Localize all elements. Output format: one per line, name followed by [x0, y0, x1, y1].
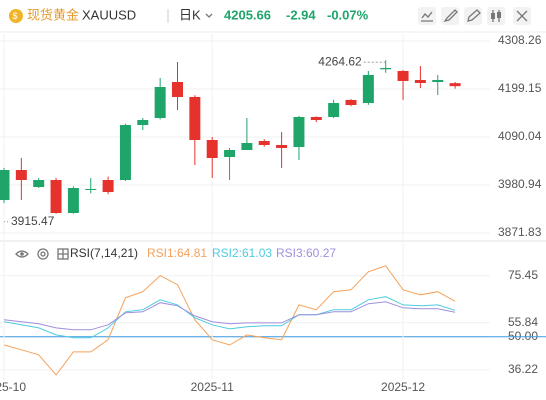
tool-indicator-glyph — [421, 11, 433, 22]
candle-body — [50, 180, 62, 213]
x-tick-label: 2025-12 — [381, 380, 425, 394]
candle-body — [258, 140, 270, 145]
y-tick-label: 50.00 — [508, 329, 538, 343]
y-tick-label: 4199.15 — [498, 81, 542, 95]
y-tick-label: 3980.94 — [498, 177, 542, 191]
tool-draw[interactable] — [464, 7, 482, 25]
change-percent: -0.07% — [327, 7, 369, 22]
y-tick-label: 3871.83 — [498, 225, 542, 239]
candle-body — [293, 117, 305, 148]
y-tick-label: 36.22 — [508, 362, 538, 376]
tool-draw-glyph — [467, 9, 481, 22]
candle-body — [345, 99, 357, 105]
candle-body — [15, 170, 27, 181]
indicator-label: RSI(7,14,21) — [70, 246, 138, 260]
candle-body — [172, 81, 183, 97]
candle-body — [119, 125, 131, 181]
candle-body — [449, 83, 461, 87]
low-annotation: 3915.47 — [11, 214, 55, 228]
candle-body — [276, 144, 288, 148]
candle-body — [328, 103, 340, 118]
tool-candle[interactable] — [487, 7, 505, 25]
candle-body — [102, 180, 114, 193]
rsi-line — [3, 301, 456, 331]
candle-body — [33, 180, 45, 187]
tool-brush-glyph — [443, 9, 458, 23]
candle-body — [189, 96, 201, 141]
dropdown-arrow[interactable] — [205, 13, 213, 18]
candle-body — [85, 188, 97, 190]
rsi-line — [3, 265, 456, 376]
candle-body — [397, 70, 409, 81]
instrument-name[interactable]: 现货黄金 — [27, 7, 79, 22]
y-tick-label: 4308.26 — [498, 33, 542, 47]
x-tick-label: 2025-11 — [191, 380, 234, 394]
candle-body — [241, 143, 253, 150]
candle-body — [310, 117, 322, 120]
eye-pupil — [20, 252, 24, 256]
toolbar — [418, 7, 531, 25]
symbol[interactable]: XAUUSD — [82, 7, 136, 22]
y-tick-label: 4090.04 — [498, 129, 542, 143]
change: -2.94 — [286, 7, 316, 22]
candle-body — [154, 86, 166, 119]
grid-icon-lines — [58, 249, 68, 259]
high-annotation: 4264.62 — [318, 54, 362, 68]
candle-body — [380, 67, 392, 70]
legend-entry: RSI2:61.03 — [212, 246, 272, 260]
legend-entry: RSI3:60.27 — [276, 246, 336, 260]
x-tick-label: 2025-10 — [0, 380, 26, 394]
candle-body — [432, 80, 444, 83]
tool-candle-body — [491, 13, 495, 19]
legend-entry: RSI1:64.81 — [147, 246, 207, 260]
tool-close-glyph — [516, 10, 528, 22]
candle-body — [414, 80, 426, 83]
tool-brush[interactable] — [441, 7, 459, 25]
eye-icon[interactable] — [15, 250, 29, 258]
rsi-toolbar — [15, 248, 69, 260]
settings-icon[interactable] — [37, 248, 49, 260]
tool-candle-body — [497, 12, 501, 18]
coin-glyph: $ — [13, 11, 18, 21]
candle-body — [67, 188, 79, 213]
rsi-line — [3, 296, 456, 339]
candle-body — [362, 74, 374, 104]
candle-body — [224, 149, 236, 157]
candle-body — [206, 140, 218, 159]
y-tick-label: 75.45 — [508, 268, 538, 282]
y-tick-label: 55.84 — [508, 315, 538, 329]
settings-core — [40, 251, 46, 257]
period[interactable]: 日K — [179, 7, 201, 22]
coin-icon — [9, 9, 23, 23]
candle-body — [0, 170, 10, 201]
price: 4205.66 — [224, 7, 271, 22]
candle-body — [137, 119, 149, 126]
